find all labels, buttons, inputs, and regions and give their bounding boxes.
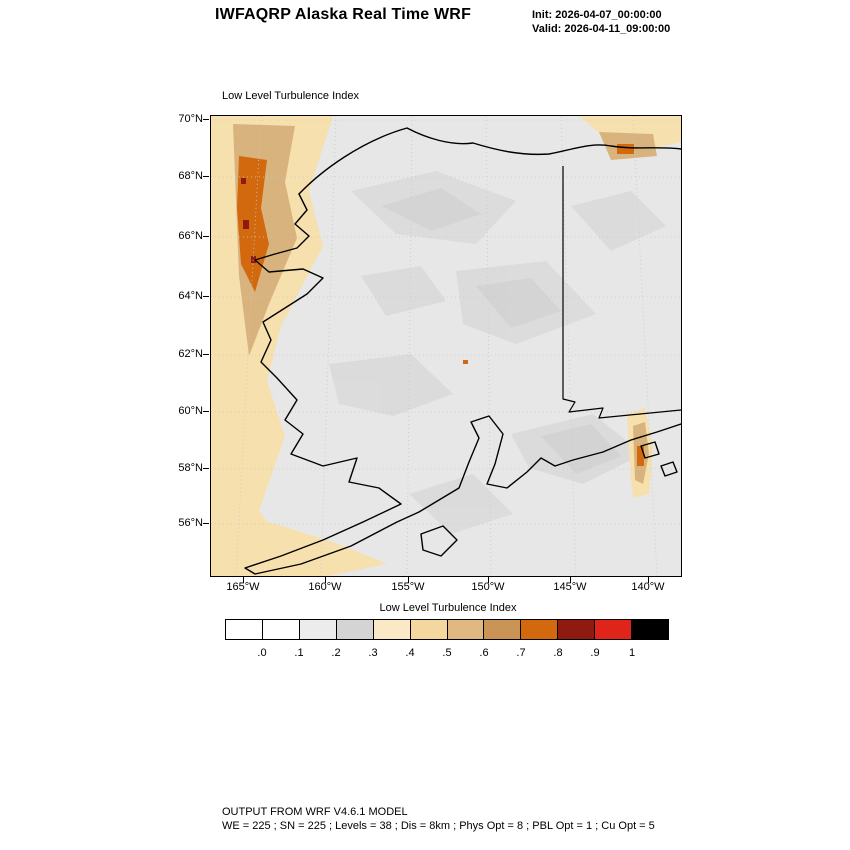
x-axis-label: 140°W: [631, 581, 665, 593]
y-axis-label: 64°N: [178, 290, 203, 302]
axis-tick: [488, 577, 489, 583]
colorbar-box: [557, 619, 596, 640]
alaska-map: [211, 116, 681, 576]
colorbar-title: Low Level Turbulence Index: [379, 602, 517, 614]
x-axis-label: 150°W: [471, 581, 505, 593]
colorbar-label: .7: [516, 647, 526, 659]
axis-tick: [203, 523, 209, 524]
x-axis-label: 155°W: [391, 581, 425, 593]
y-axis-label: 62°N: [178, 348, 203, 360]
colorbar-box: [446, 619, 485, 640]
axis-tick: [203, 119, 209, 120]
colorbar-label: .4: [405, 647, 415, 659]
footer-model-line: OUTPUT FROM WRF V4.6.1 MODEL: [222, 806, 408, 818]
init-time-label: Init: 2026-04-07_00:00:00: [532, 9, 662, 21]
valid-time-label: Valid: 2026-04-11_09:00:00: [532, 23, 671, 35]
axis-tick: [203, 468, 209, 469]
colorbar-label: .8: [553, 647, 563, 659]
colorbar-box: [261, 619, 300, 640]
colorbar-label: .9: [590, 647, 600, 659]
axis-tick: [408, 577, 409, 583]
coastline: [244, 127, 681, 575]
x-axis-label: 160°W: [308, 581, 342, 593]
axis-tick: [648, 577, 649, 583]
y-axis-label: 70°N: [178, 113, 203, 125]
colorbar-box: [298, 619, 337, 640]
map-frame: [210, 115, 682, 577]
run-info: Init: 2026-04-07_00:00:00 Valid: 2026-04…: [532, 8, 670, 36]
colorbar-label: .3: [368, 647, 378, 659]
political-border: [562, 166, 681, 419]
x-axis-label: 165°W: [226, 581, 260, 593]
footer-config-line: WE = 225 ; SN = 225 ; Levels = 38 ; Dis …: [222, 820, 655, 832]
terrain-shading-dark: [381, 188, 621, 474]
axis-tick: [203, 411, 209, 412]
axis-tick: [203, 176, 209, 177]
y-axis-label: 66°N: [178, 230, 203, 242]
colorbar-label: .6: [479, 647, 489, 659]
colorbar-box: [225, 619, 263, 640]
colorbar-label: .1: [294, 647, 304, 659]
colorbar-box: [520, 619, 559, 640]
colorbar-label: .5: [442, 647, 452, 659]
axis-tick: [325, 577, 326, 583]
colorbar: [225, 619, 670, 640]
field-label: Low Level Turbulence Index: [222, 90, 359, 102]
colorbar-label: .0: [257, 647, 267, 659]
colorbar-label: 1: [628, 647, 636, 659]
colorbar-box: [631, 619, 670, 640]
axis-tick: [570, 577, 571, 583]
colorbar-box: [409, 619, 448, 640]
axis-tick: [203, 236, 209, 237]
colorbar-box: [372, 619, 411, 640]
colorbar-box: [483, 619, 522, 640]
colorbar-box: [594, 619, 633, 640]
axis-tick: [203, 354, 209, 355]
axis-tick: [243, 577, 244, 583]
y-axis-label: 58°N: [178, 462, 203, 474]
colorbar-box: [335, 619, 374, 640]
axis-tick: [203, 296, 209, 297]
page-title: IWFAQRP Alaska Real Time WRF: [215, 6, 472, 23]
y-axis-label: 56°N: [178, 517, 203, 529]
y-axis-label: 60°N: [178, 405, 203, 417]
colorbar-label: .2: [331, 647, 341, 659]
x-axis-label: 145°W: [553, 581, 587, 593]
y-axis-label: 68°N: [178, 170, 203, 182]
